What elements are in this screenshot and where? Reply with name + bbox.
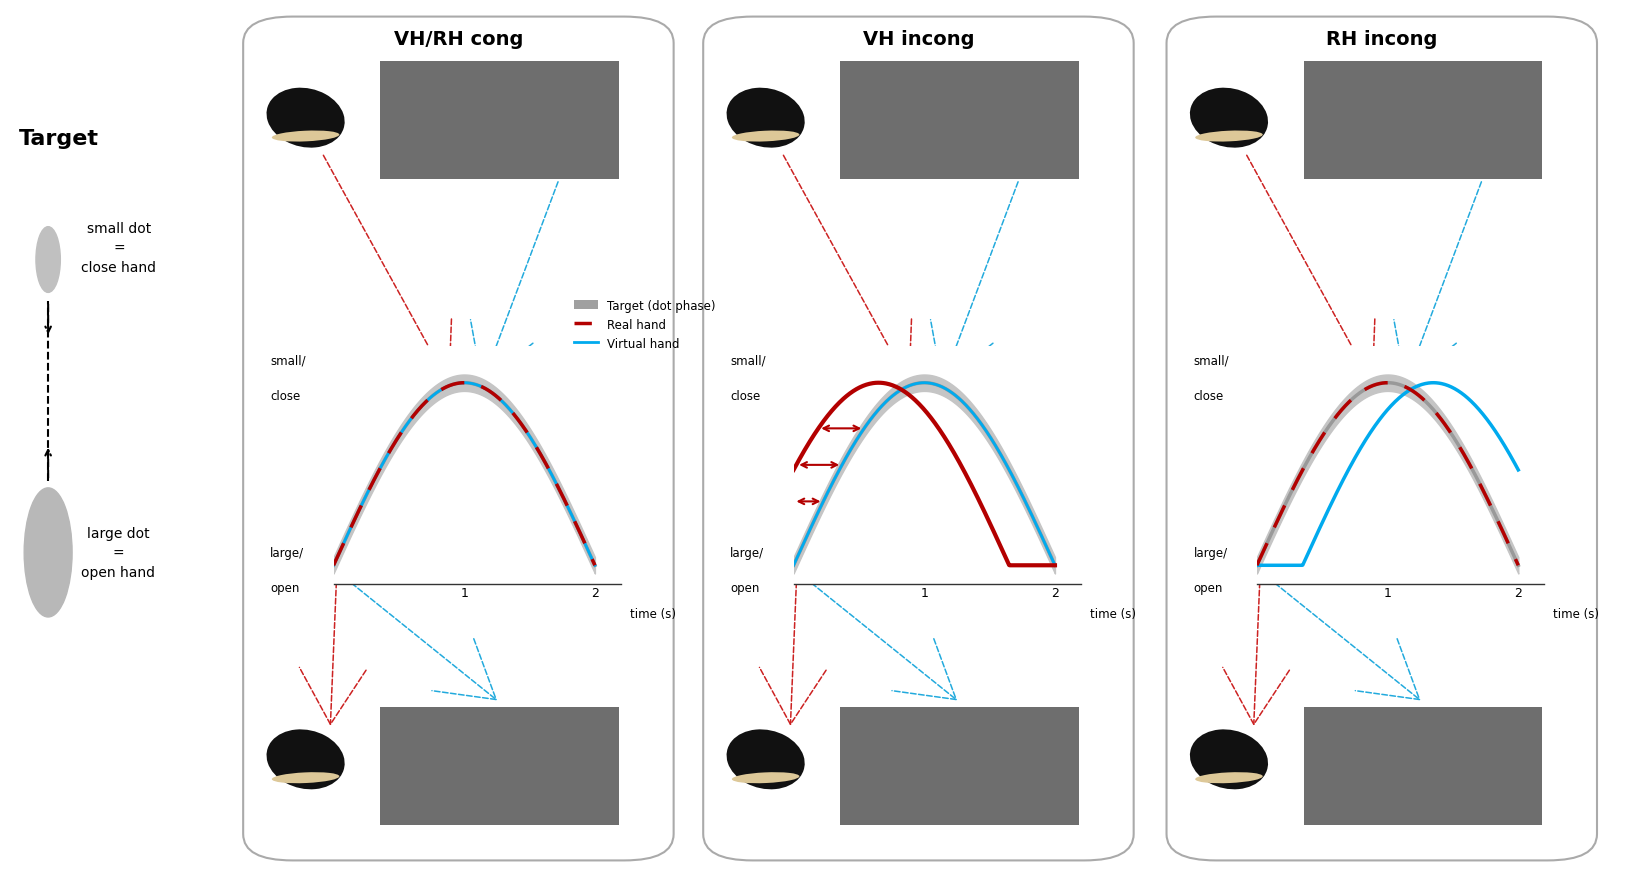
Text: open: open — [1193, 581, 1222, 594]
Ellipse shape — [1194, 132, 1263, 142]
Ellipse shape — [1190, 730, 1268, 789]
Text: close: close — [729, 390, 761, 402]
Text: small/: small/ — [269, 354, 306, 367]
FancyArrowPatch shape — [1247, 156, 1375, 385]
Text: VH incong: VH incong — [863, 30, 974, 49]
FancyBboxPatch shape — [243, 18, 674, 860]
FancyArrowPatch shape — [470, 183, 559, 384]
Legend: Target (dot phase), Real hand, Virtual hand: Target (dot phase), Real hand, Virtual h… — [568, 295, 720, 355]
Text: time (s): time (s) — [629, 608, 675, 621]
Circle shape — [36, 227, 61, 293]
FancyArrowPatch shape — [1393, 183, 1482, 384]
Ellipse shape — [1194, 773, 1263, 783]
Ellipse shape — [1190, 89, 1268, 148]
Text: small dot
=
close hand: small dot = close hand — [82, 222, 156, 275]
FancyArrowPatch shape — [338, 573, 496, 700]
FancyBboxPatch shape — [381, 707, 619, 825]
FancyArrowPatch shape — [299, 574, 366, 724]
Text: close: close — [269, 390, 301, 402]
Ellipse shape — [726, 730, 805, 789]
Text: close: close — [1193, 390, 1224, 402]
Text: time (s): time (s) — [1553, 608, 1599, 621]
Text: time (s): time (s) — [1089, 608, 1135, 621]
FancyBboxPatch shape — [381, 61, 619, 180]
FancyArrowPatch shape — [759, 574, 826, 724]
Text: Target: Target — [20, 129, 99, 149]
FancyArrowPatch shape — [784, 156, 912, 385]
Text: large dot
=
open hand: large dot = open hand — [82, 526, 156, 579]
Text: open: open — [729, 581, 759, 594]
Text: RH incong: RH incong — [1326, 30, 1438, 49]
Ellipse shape — [266, 730, 345, 789]
FancyArrowPatch shape — [798, 573, 956, 700]
FancyBboxPatch shape — [1167, 18, 1597, 860]
Ellipse shape — [271, 132, 340, 142]
Ellipse shape — [271, 773, 340, 783]
FancyArrowPatch shape — [1262, 573, 1420, 700]
Ellipse shape — [266, 89, 345, 148]
Text: small/: small/ — [729, 354, 766, 367]
Ellipse shape — [731, 773, 800, 783]
Text: small/: small/ — [1193, 354, 1229, 367]
Text: large/: large/ — [269, 546, 304, 559]
FancyBboxPatch shape — [1305, 61, 1541, 180]
FancyBboxPatch shape — [840, 707, 1078, 825]
FancyBboxPatch shape — [1305, 707, 1541, 825]
Text: large/: large/ — [1193, 546, 1227, 559]
FancyArrowPatch shape — [324, 156, 452, 385]
Ellipse shape — [731, 132, 800, 142]
FancyArrowPatch shape — [1222, 574, 1290, 724]
Ellipse shape — [726, 89, 805, 148]
FancyArrowPatch shape — [930, 183, 1019, 384]
FancyBboxPatch shape — [703, 18, 1134, 860]
Circle shape — [25, 488, 72, 617]
FancyBboxPatch shape — [840, 61, 1078, 180]
Text: open: open — [269, 581, 299, 594]
Text: VH/RH cong: VH/RH cong — [394, 30, 522, 49]
Text: large/: large/ — [729, 546, 764, 559]
